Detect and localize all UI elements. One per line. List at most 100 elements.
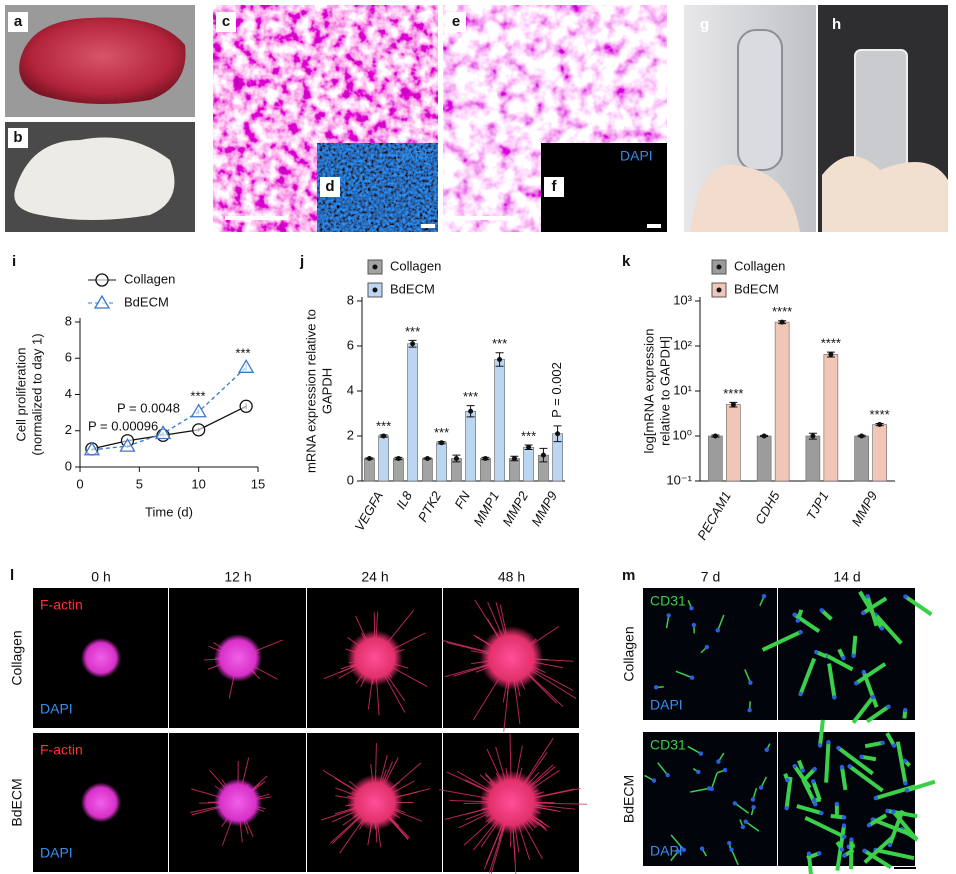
- mean-dot: [366, 456, 372, 461]
- vessel: [865, 595, 879, 627]
- bar: [436, 442, 447, 482]
- vessel: [862, 596, 888, 615]
- panel-letter: a: [14, 13, 23, 30]
- panel-letter: k: [622, 253, 631, 270]
- nucleus: [851, 653, 856, 658]
- legend-marker: [95, 273, 109, 287]
- nucleus: [800, 768, 805, 773]
- nucleus: [903, 781, 908, 786]
- vessel: [745, 821, 760, 832]
- nucleus: [698, 751, 704, 756]
- nucleus: [795, 618, 800, 623]
- nucleus: [826, 739, 831, 745]
- vessel: [861, 754, 877, 762]
- mean-dot: [453, 456, 459, 461]
- annotation: ****: [723, 386, 743, 401]
- nucleus: [764, 747, 769, 752]
- nucleus: [699, 846, 705, 851]
- legend-label: BdECM: [390, 281, 435, 296]
- mean-dot: [497, 357, 503, 362]
- nucleus: [836, 745, 841, 751]
- annotation: P = 0.002: [549, 362, 564, 418]
- y-tick-label: 6: [65, 350, 72, 365]
- bar: [494, 359, 505, 482]
- mean-dot: [395, 456, 401, 461]
- legend-dot: [372, 287, 378, 293]
- vessel: [887, 809, 905, 846]
- vessel: [864, 740, 883, 749]
- nucleus: [798, 691, 803, 697]
- nucleus: [681, 847, 686, 852]
- bar: [509, 458, 520, 482]
- nucleus: [732, 801, 738, 806]
- vessel: [804, 815, 846, 839]
- hand: [822, 156, 948, 232]
- x-tick-label: MMP2: [499, 488, 531, 529]
- nucleus: [873, 795, 879, 801]
- nucleus: [816, 851, 822, 856]
- x-tick-label: PECAM1: [694, 489, 734, 543]
- bar: [422, 458, 433, 482]
- mean-dot: [761, 433, 767, 439]
- data-point: [154, 425, 172, 440]
- nucleus: [814, 649, 819, 655]
- y-tick-label: 8: [65, 313, 72, 328]
- nucleus: [839, 847, 845, 852]
- vessel: [710, 772, 718, 790]
- nucleus: [812, 797, 817, 803]
- spheroid: [81, 782, 121, 823]
- nucleus: [751, 805, 756, 810]
- bar: [378, 435, 389, 482]
- nucleus: [834, 801, 840, 807]
- annotation: ****: [821, 336, 841, 351]
- panel-letter: e: [452, 13, 460, 30]
- nucleus: [651, 778, 657, 783]
- nucleus: [887, 842, 892, 848]
- annotation: P = 0.0048: [117, 400, 180, 415]
- nucleus: [841, 655, 846, 661]
- vessel: [827, 663, 837, 698]
- nucleus: [811, 779, 816, 784]
- vessel: [818, 719, 825, 746]
- nucleus: [862, 848, 867, 854]
- micrograph: [643, 588, 777, 720]
- bar: [708, 435, 723, 482]
- legend-dot: [716, 287, 722, 293]
- nucleus: [819, 810, 824, 816]
- vessel: [811, 780, 822, 801]
- nucleus: [904, 788, 910, 793]
- mean-dot: [859, 433, 865, 439]
- nucleus: [729, 847, 734, 852]
- nucleus: [842, 853, 847, 858]
- vessel: [734, 802, 750, 814]
- vessel: [687, 745, 702, 755]
- vessel: [840, 766, 848, 791]
- y-tick-label: 10¹: [673, 382, 692, 397]
- nucleus: [847, 764, 852, 769]
- nucleus: [750, 797, 756, 802]
- vessel: [675, 670, 693, 679]
- nucleus: [854, 681, 859, 686]
- spheroid: [347, 774, 403, 831]
- nucleus: [886, 704, 891, 709]
- hand: [690, 164, 800, 232]
- image-label: DAPI: [40, 845, 73, 861]
- legend-label: Collagen: [124, 271, 175, 286]
- panel-letter: g: [700, 16, 709, 33]
- nucleus: [891, 743, 897, 748]
- vessel: [837, 746, 874, 776]
- vessel: [730, 849, 739, 866]
- nucleus: [675, 849, 681, 854]
- vessel: [855, 662, 887, 685]
- annotation: ***: [405, 324, 420, 339]
- panel-letter: d: [325, 178, 334, 195]
- vessel: [875, 847, 915, 861]
- nucleus: [716, 759, 721, 764]
- x-tick-label: 15: [251, 476, 265, 491]
- mean-dot: [877, 422, 883, 428]
- spheroid: [347, 630, 403, 686]
- vessel: [825, 653, 854, 672]
- nucleus: [903, 594, 908, 599]
- panel-letter: i: [12, 253, 16, 270]
